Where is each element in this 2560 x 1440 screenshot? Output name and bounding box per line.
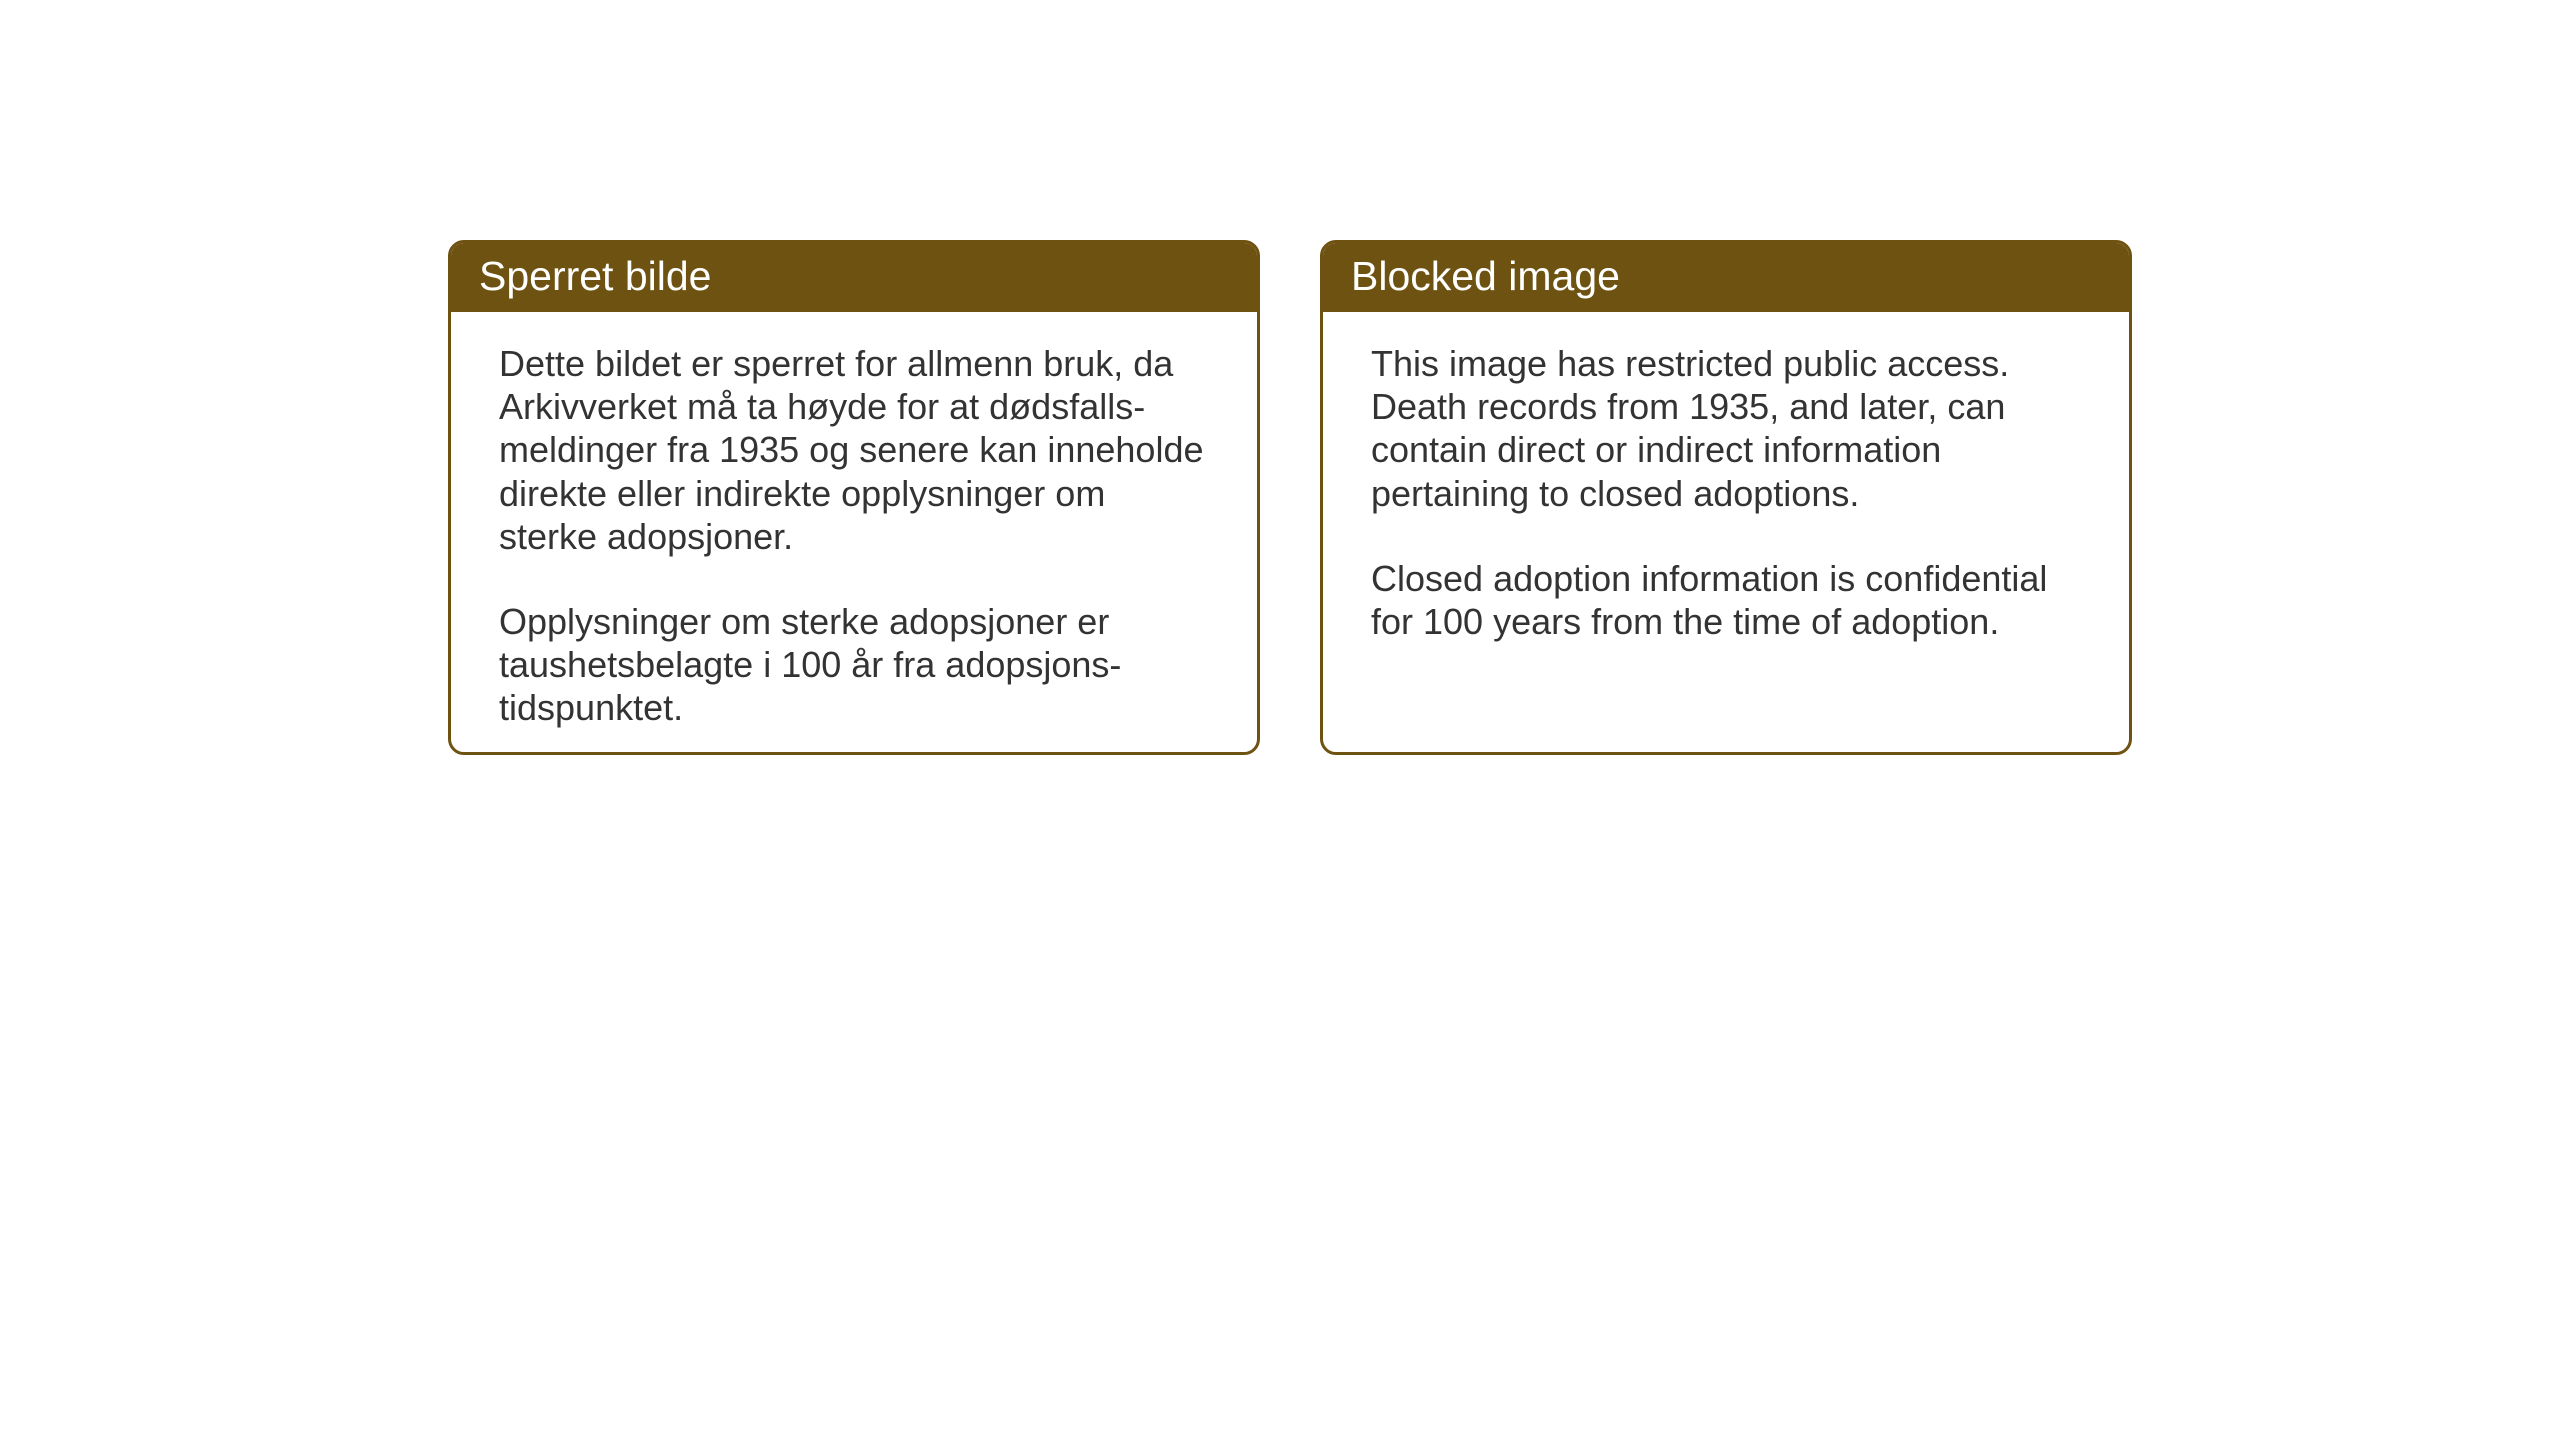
notice-paragraph-norwegian-1: Dette bildet er sperret for allmenn bruk… [499, 342, 1209, 558]
notice-header-norwegian: Sperret bilde [451, 243, 1257, 312]
notice-container: Sperret bilde Dette bildet er sperret fo… [448, 240, 2132, 755]
notice-box-norwegian: Sperret bilde Dette bildet er sperret fo… [448, 240, 1260, 755]
notice-box-english: Blocked image This image has restricted … [1320, 240, 2132, 755]
notice-paragraph-english-1: This image has restricted public access.… [1371, 342, 2081, 515]
notice-body-norwegian: Dette bildet er sperret for allmenn bruk… [451, 312, 1257, 755]
notice-paragraph-norwegian-2: Opplysninger om sterke adopsjoner er tau… [499, 600, 1209, 730]
notice-paragraph-english-2: Closed adoption information is confident… [1371, 557, 2081, 643]
notice-header-english: Blocked image [1323, 243, 2129, 312]
notice-body-english: This image has restricted public access.… [1323, 312, 2129, 683]
